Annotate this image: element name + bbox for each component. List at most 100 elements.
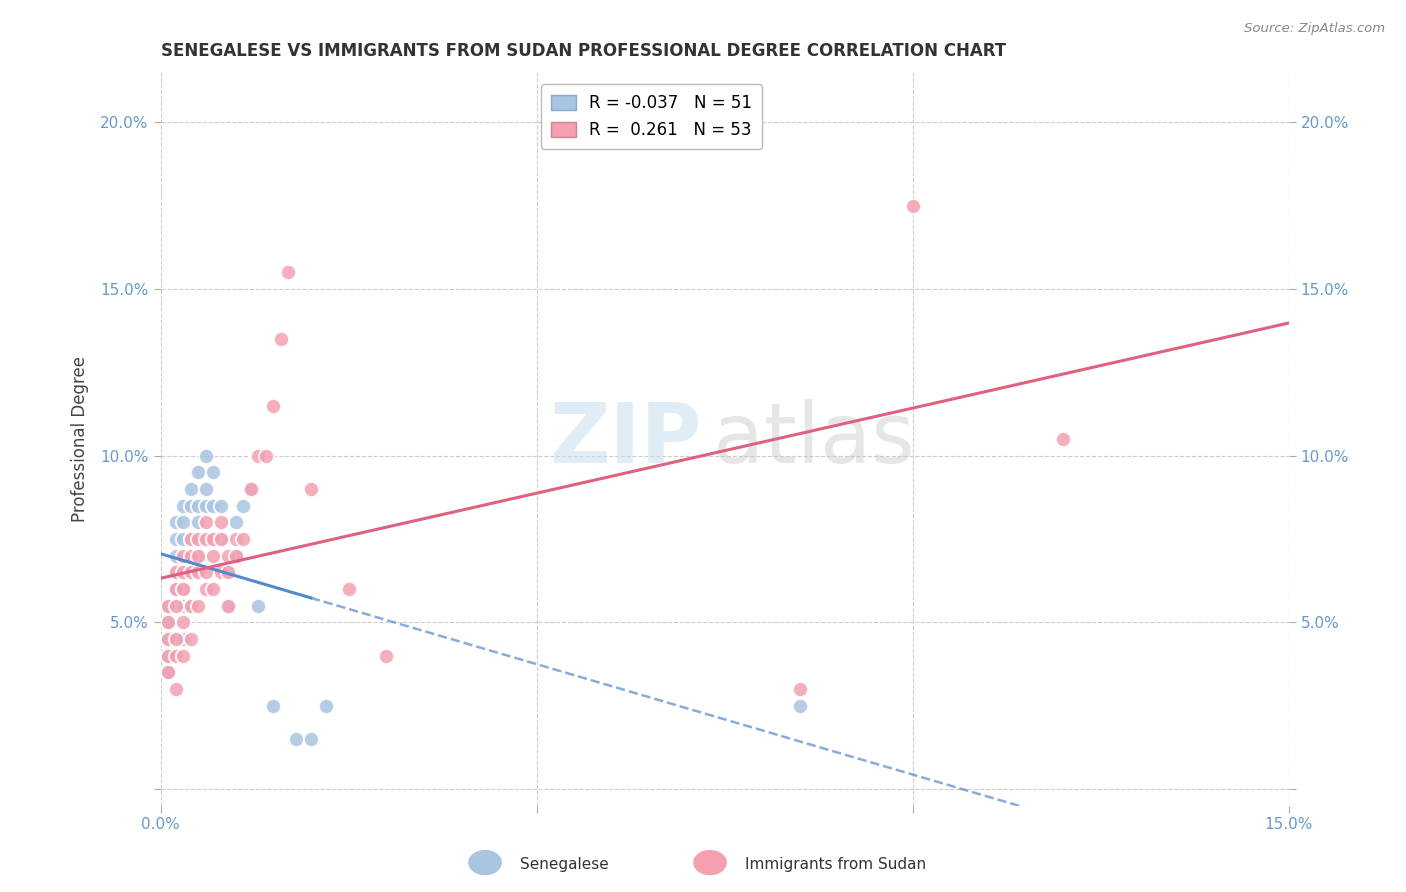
Point xyxy=(172,582,194,596)
Point xyxy=(187,599,209,613)
Point xyxy=(165,681,187,696)
Point xyxy=(165,566,187,580)
Point xyxy=(165,648,187,663)
Point xyxy=(172,566,194,580)
Point xyxy=(157,615,180,630)
Point xyxy=(247,449,270,463)
Point xyxy=(789,698,811,713)
Point xyxy=(172,516,194,530)
Point xyxy=(1052,432,1074,446)
Point xyxy=(194,482,217,496)
Point xyxy=(187,466,209,480)
Point xyxy=(180,532,202,546)
Point xyxy=(202,582,225,596)
Point xyxy=(180,566,202,580)
Point xyxy=(187,549,209,563)
Point xyxy=(172,499,194,513)
Point xyxy=(180,482,202,496)
Point xyxy=(157,599,180,613)
Point xyxy=(172,599,194,613)
Point xyxy=(187,516,209,530)
Point xyxy=(165,516,187,530)
Point xyxy=(262,399,284,413)
Point xyxy=(209,532,232,546)
Point xyxy=(194,499,217,513)
Point xyxy=(232,532,254,546)
Point xyxy=(284,731,307,746)
Point xyxy=(180,632,202,646)
Point xyxy=(254,449,277,463)
Point xyxy=(165,566,187,580)
Point xyxy=(165,599,187,613)
Point xyxy=(202,532,225,546)
Y-axis label: Professional Degree: Professional Degree xyxy=(72,356,89,522)
Point xyxy=(187,499,209,513)
Text: atlas: atlas xyxy=(713,399,915,480)
Point xyxy=(239,482,262,496)
Point xyxy=(157,648,180,663)
Point xyxy=(180,599,202,613)
Text: SENEGALESE VS IMMIGRANTS FROM SUDAN PROFESSIONAL DEGREE CORRELATION CHART: SENEGALESE VS IMMIGRANTS FROM SUDAN PROF… xyxy=(160,42,1005,60)
Point xyxy=(180,499,202,513)
Point xyxy=(194,566,217,580)
Point xyxy=(194,449,217,463)
Point xyxy=(194,532,217,546)
Point xyxy=(217,599,239,613)
Point xyxy=(165,632,187,646)
Point xyxy=(165,582,187,596)
Point xyxy=(375,648,398,663)
Point xyxy=(157,599,180,613)
Point xyxy=(270,332,292,346)
Point xyxy=(165,599,187,613)
Point xyxy=(277,265,299,279)
Point xyxy=(172,566,194,580)
Point xyxy=(901,199,924,213)
Point xyxy=(299,731,322,746)
Point xyxy=(299,482,322,496)
Point xyxy=(165,532,187,546)
Text: ZIP: ZIP xyxy=(550,399,702,480)
Point xyxy=(202,499,225,513)
Point xyxy=(209,516,232,530)
Point xyxy=(247,599,270,613)
Point xyxy=(209,499,232,513)
Point xyxy=(157,615,180,630)
Point xyxy=(172,632,194,646)
Point xyxy=(217,599,239,613)
Point xyxy=(202,549,225,563)
Point xyxy=(172,615,194,630)
Point xyxy=(180,566,202,580)
Point xyxy=(337,582,360,596)
Point xyxy=(202,466,225,480)
Point xyxy=(217,566,239,580)
Point xyxy=(209,566,232,580)
Point xyxy=(789,681,811,696)
Point xyxy=(262,698,284,713)
Point xyxy=(157,665,180,680)
Point xyxy=(202,532,225,546)
Point xyxy=(180,599,202,613)
Point xyxy=(165,632,187,646)
Point xyxy=(194,516,217,530)
Point xyxy=(172,549,194,563)
Point xyxy=(172,648,194,663)
Point xyxy=(187,566,209,580)
Point xyxy=(172,532,194,546)
Text: Senegalese: Senegalese xyxy=(520,857,609,872)
Legend: R = -0.037   N = 51, R =  0.261   N = 53: R = -0.037 N = 51, R = 0.261 N = 53 xyxy=(540,85,762,149)
Point xyxy=(217,549,239,563)
Point xyxy=(180,549,202,563)
Point xyxy=(194,582,217,596)
Point xyxy=(225,532,247,546)
Point xyxy=(194,532,217,546)
Point xyxy=(225,549,247,563)
Point xyxy=(165,549,187,563)
Point xyxy=(217,566,239,580)
Point xyxy=(157,632,180,646)
Point xyxy=(187,566,209,580)
Point xyxy=(232,499,254,513)
Point xyxy=(180,532,202,546)
Point xyxy=(187,532,209,546)
Point xyxy=(157,648,180,663)
Point xyxy=(209,532,232,546)
